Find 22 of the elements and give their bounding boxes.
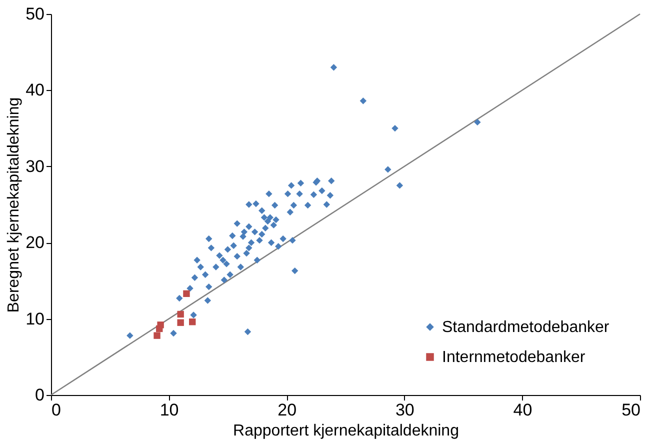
point — [154, 332, 160, 339]
point — [183, 290, 190, 298]
x-tick-label: 10 — [160, 400, 179, 420]
x-tick-label: 0 — [52, 400, 61, 420]
legend-label: Internmetodebanker — [442, 349, 586, 366]
point — [177, 319, 184, 326]
y-axis-title: Beregnet kjernekapitaldekning — [6, 97, 23, 313]
x-tick-label: 40 — [513, 400, 532, 420]
x-axis-title: Rapportert kjernekapitaldekning — [233, 422, 459, 440]
y-tick-label: 0 — [35, 386, 44, 404]
x-tick-label: 30 — [395, 400, 414, 420]
x-tick-label: 20 — [278, 400, 297, 420]
point — [189, 318, 196, 326]
point — [177, 310, 184, 318]
legend-label: Standardmetodebanker — [442, 319, 610, 336]
y-tick-label: 50 — [26, 4, 44, 24]
y-tick-label: 40 — [26, 80, 44, 100]
y-tick-label: 30 — [26, 156, 44, 176]
y-tick-label: 10 — [26, 309, 44, 328]
point — [157, 322, 164, 328]
x-tick-label: 50 — [622, 400, 640, 420]
y-tick-label: 20 — [26, 233, 44, 252]
